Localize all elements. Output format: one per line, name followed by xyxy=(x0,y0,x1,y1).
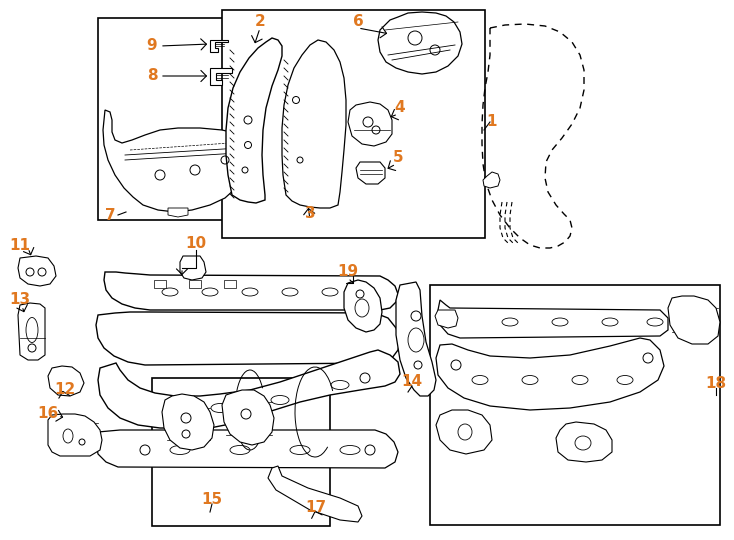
Polygon shape xyxy=(436,338,664,410)
Text: 1: 1 xyxy=(487,114,497,130)
Polygon shape xyxy=(224,280,236,288)
Text: 9: 9 xyxy=(147,38,157,53)
Polygon shape xyxy=(162,394,214,450)
Polygon shape xyxy=(189,280,201,288)
Text: 16: 16 xyxy=(37,407,59,422)
Polygon shape xyxy=(96,430,398,468)
Text: 12: 12 xyxy=(54,382,76,397)
Text: 6: 6 xyxy=(352,15,363,30)
Polygon shape xyxy=(378,12,462,74)
Polygon shape xyxy=(103,110,250,212)
Polygon shape xyxy=(226,38,282,203)
Polygon shape xyxy=(344,280,382,332)
Bar xyxy=(222,10,485,238)
Text: 13: 13 xyxy=(10,293,31,307)
Bar xyxy=(152,378,330,526)
Polygon shape xyxy=(348,102,392,146)
Polygon shape xyxy=(356,162,385,184)
Bar xyxy=(98,18,278,220)
Polygon shape xyxy=(210,40,228,52)
Polygon shape xyxy=(180,256,206,280)
Polygon shape xyxy=(435,310,458,328)
Polygon shape xyxy=(438,300,668,338)
Polygon shape xyxy=(436,410,492,454)
Text: 2: 2 xyxy=(255,15,266,30)
Polygon shape xyxy=(154,280,166,288)
Text: 10: 10 xyxy=(186,237,206,252)
Polygon shape xyxy=(104,272,398,310)
Text: 19: 19 xyxy=(338,265,359,280)
Polygon shape xyxy=(98,350,400,428)
Text: 7: 7 xyxy=(105,207,115,222)
Polygon shape xyxy=(396,282,436,396)
Polygon shape xyxy=(483,172,500,188)
Text: 15: 15 xyxy=(201,492,222,508)
Polygon shape xyxy=(556,422,612,462)
Polygon shape xyxy=(222,390,274,445)
Polygon shape xyxy=(18,303,45,360)
Polygon shape xyxy=(210,68,232,85)
Polygon shape xyxy=(18,256,56,286)
Text: 18: 18 xyxy=(705,376,727,392)
Text: 17: 17 xyxy=(305,501,327,516)
Text: 8: 8 xyxy=(147,69,157,84)
Text: 14: 14 xyxy=(401,375,423,389)
Text: 5: 5 xyxy=(393,151,403,165)
Polygon shape xyxy=(282,40,346,208)
Polygon shape xyxy=(96,312,400,365)
Text: 11: 11 xyxy=(10,239,31,253)
Polygon shape xyxy=(668,296,720,344)
Text: 4: 4 xyxy=(395,100,405,116)
Polygon shape xyxy=(48,366,84,396)
Polygon shape xyxy=(48,414,102,456)
Text: 3: 3 xyxy=(305,206,316,220)
Polygon shape xyxy=(168,208,188,217)
Polygon shape xyxy=(268,466,362,522)
Bar xyxy=(430,285,720,525)
